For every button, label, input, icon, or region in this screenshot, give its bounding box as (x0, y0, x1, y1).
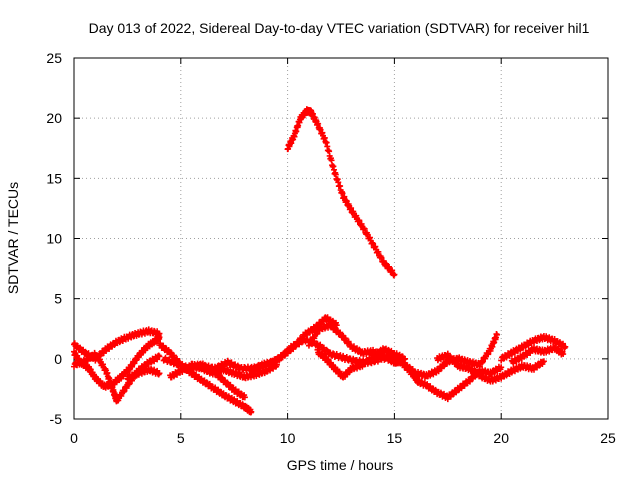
series-track (508, 344, 567, 367)
y-axis-title: SDTVAR / TECUs (5, 182, 21, 294)
x-tick-label: 5 (177, 430, 185, 446)
x-tick-label: 15 (387, 430, 403, 446)
series-track (71, 333, 163, 391)
data-point (540, 358, 547, 365)
data-marks (71, 106, 569, 416)
series-track (124, 365, 163, 383)
x-axis-title: GPS time / hours (287, 457, 394, 473)
data-point (241, 394, 248, 401)
series-track (498, 333, 569, 364)
chart-title: Day 013 of 2022, Sidereal Day-to-day VTE… (89, 20, 590, 36)
data-point (498, 364, 505, 371)
y-tick-label: 5 (54, 291, 62, 307)
data-point (156, 353, 163, 360)
series-track (113, 352, 163, 404)
data-point (493, 331, 500, 338)
data-point (248, 408, 255, 415)
x-tick-label: 10 (280, 430, 296, 446)
series-track (188, 360, 280, 382)
series-track (284, 106, 398, 279)
data-point (391, 271, 398, 278)
y-tick-label: -5 (50, 411, 63, 427)
series-track (434, 350, 547, 385)
data-point (560, 351, 567, 358)
series-track (248, 314, 340, 376)
y-tick-label: 10 (46, 231, 62, 247)
series-track (71, 326, 163, 364)
x-tick-label: 20 (493, 430, 509, 446)
y-tick-label: 0 (54, 351, 62, 367)
x-tick-label: 25 (600, 430, 616, 446)
axis-ticks: 0 5 10 15 20 25 -5 0 5 10 15 20 25 (46, 50, 616, 446)
y-tick-label: 15 (46, 170, 62, 186)
y-tick-label: 25 (46, 50, 62, 66)
series-track (71, 349, 120, 405)
data-point (562, 343, 569, 350)
data-point (156, 334, 163, 341)
x-tick-label: 0 (70, 430, 78, 446)
y-tick-label: 20 (46, 110, 62, 126)
data-point (156, 370, 163, 377)
